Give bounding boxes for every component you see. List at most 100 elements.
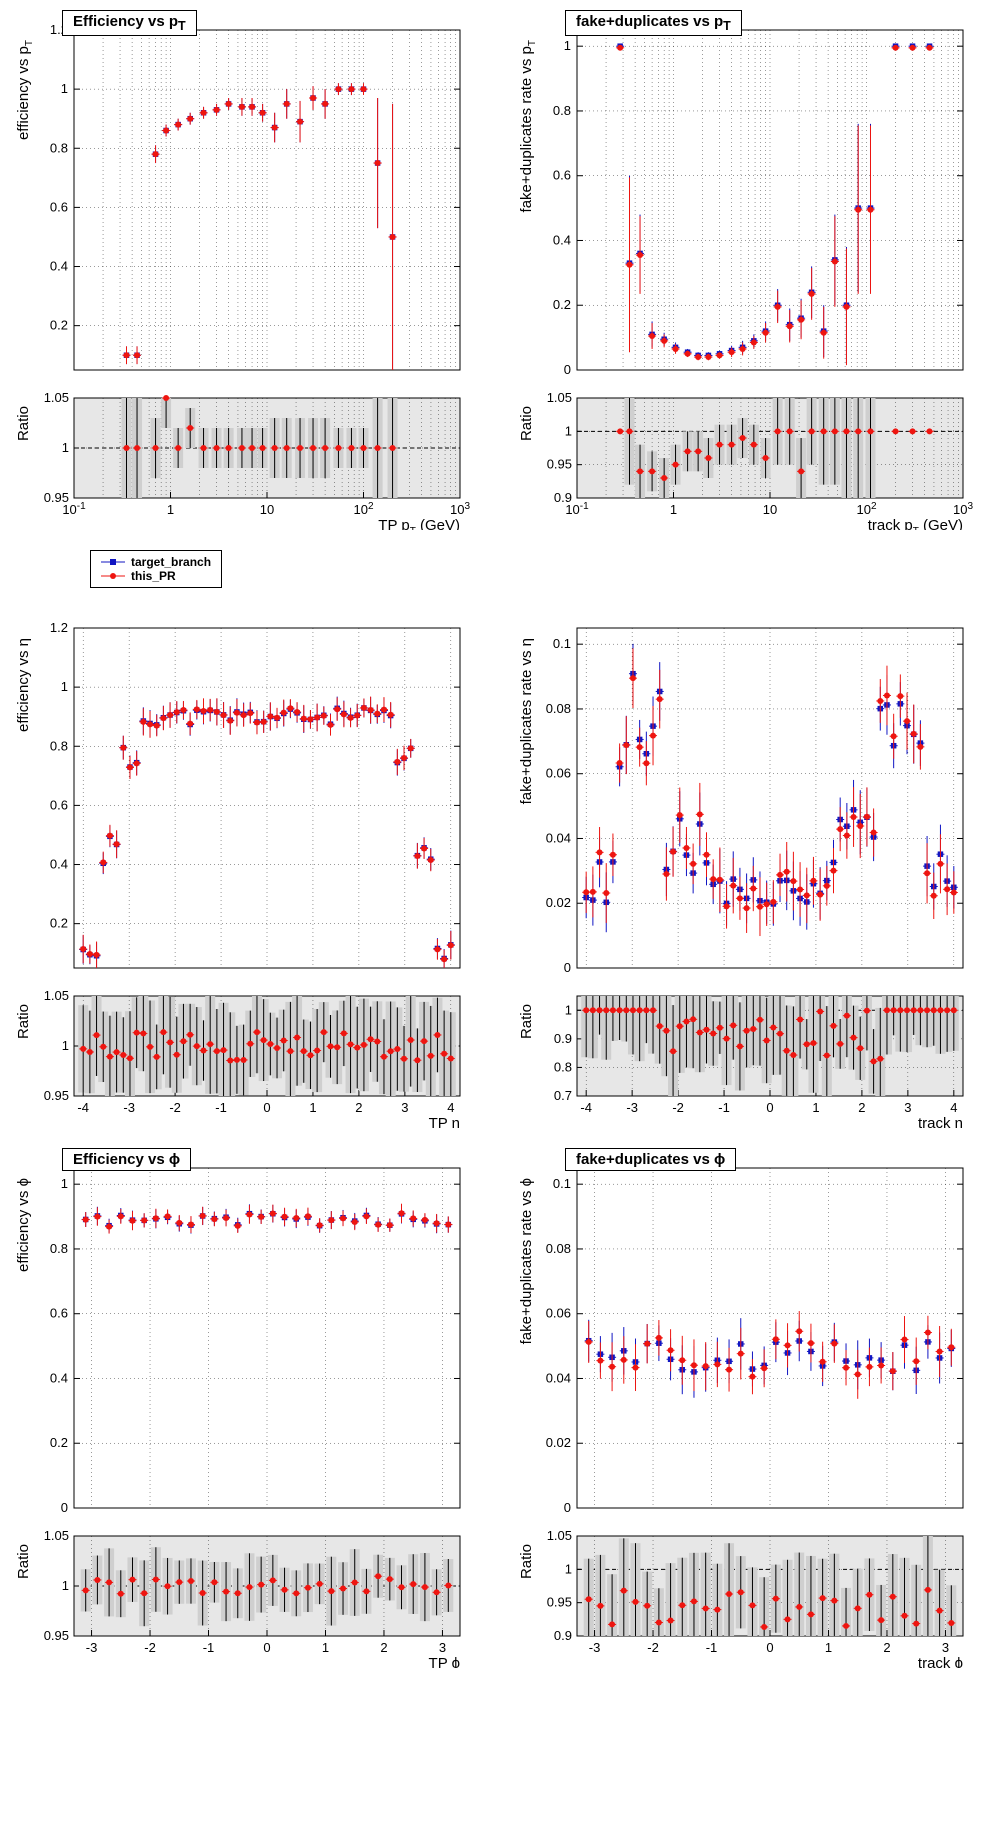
svg-text:0.8: 0.8 <box>50 1241 68 1256</box>
panel-eff_pt: Efficiency vs pT0.20.40.60.811.2efficien… <box>10 10 470 530</box>
svg-text:1: 1 <box>61 1176 68 1191</box>
svg-text:0.06: 0.06 <box>546 766 571 781</box>
svg-text:0.95: 0.95 <box>547 457 572 472</box>
panel-fake_phi: fake+duplicates vs ϕ00.020.040.060.080.1… <box>513 1148 973 1668</box>
svg-text:-1: -1 <box>706 1640 718 1655</box>
ratio-plot: 0.9511.05Ratio-4-3-2-101234TP η <box>10 988 470 1128</box>
svg-text:1.2: 1.2 <box>50 620 68 635</box>
svg-text:-1: -1 <box>718 1100 730 1115</box>
svg-text:-2: -2 <box>169 1100 181 1115</box>
svg-text:-1: -1 <box>215 1100 227 1115</box>
ratio-plot: 0.9511.05Ratio10-1110102103TP pT (GeV) <box>10 390 470 530</box>
svg-text:0.8: 0.8 <box>50 738 68 753</box>
svg-text:1: 1 <box>565 1561 572 1576</box>
svg-text:0.8: 0.8 <box>554 1059 572 1074</box>
svg-text:1.05: 1.05 <box>547 1528 572 1543</box>
svg-text:1: 1 <box>670 502 677 517</box>
svg-text:1: 1 <box>61 679 68 694</box>
svg-text:0.8: 0.8 <box>50 140 68 155</box>
svg-text:-2: -2 <box>144 1640 156 1655</box>
panel-title: Efficiency vs ϕ <box>62 1148 191 1171</box>
svg-text:3: 3 <box>904 1100 911 1115</box>
svg-text:track η: track η <box>918 1115 963 1128</box>
svg-text:10-1: 10-1 <box>62 501 86 517</box>
svg-text:1: 1 <box>565 1002 572 1017</box>
svg-text:0.06: 0.06 <box>546 1306 571 1321</box>
svg-text:0.2: 0.2 <box>553 297 571 312</box>
svg-text:fake+duplicates rate vs pT: fake+duplicates rate vs pT <box>518 40 538 212</box>
svg-text:0: 0 <box>263 1100 270 1115</box>
svg-text:Ratio: Ratio <box>518 1004 535 1039</box>
svg-text:4: 4 <box>950 1100 957 1115</box>
svg-text:3: 3 <box>401 1100 408 1115</box>
svg-text:1: 1 <box>564 38 571 53</box>
svg-text:0: 0 <box>263 1640 270 1655</box>
svg-text:0.1: 0.1 <box>553 1176 571 1191</box>
svg-text:0: 0 <box>564 960 571 975</box>
svg-text:1.05: 1.05 <box>44 988 69 1003</box>
svg-text:Ratio: Ratio <box>15 406 32 441</box>
legend-item: target_branch <box>101 555 211 569</box>
svg-text:102: 102 <box>353 501 373 517</box>
svg-text:0.1: 0.1 <box>553 636 571 651</box>
svg-text:efficiency vs η: efficiency vs η <box>15 638 32 732</box>
panel-fake_eta: 0 0.02 0.04 0.06 0.08 0.1 fake+duplicates rate… <box>513 608 973 1128</box>
svg-text:2: 2 <box>883 1640 890 1655</box>
svg-text:0.08: 0.08 <box>546 1241 571 1256</box>
ratio-plot: 0.90.9511.05Ratio10-1110102103track pT (… <box>513 390 973 530</box>
svg-text:0.8: 0.8 <box>553 103 571 118</box>
svg-text:0: 0 <box>766 1640 773 1655</box>
svg-text:0.04: 0.04 <box>546 830 571 845</box>
svg-text:0: 0 <box>61 1500 68 1515</box>
main-plot: 00.020.040.060.080.1fake+duplicates rate… <box>513 1148 973 1528</box>
svg-text:0.4: 0.4 <box>50 259 68 274</box>
svg-text:Ratio: Ratio <box>15 1004 32 1039</box>
main-plot: 0.20.40.60.811.2efficiency vs pT <box>10 10 470 390</box>
svg-text:-3: -3 <box>626 1100 638 1115</box>
svg-text:-2: -2 <box>647 1640 659 1655</box>
svg-text:103: 103 <box>450 501 470 517</box>
svg-text:-4: -4 <box>77 1100 89 1115</box>
svg-text:0.6: 0.6 <box>553 168 571 183</box>
legend-item: this_PR <box>101 569 211 583</box>
svg-text:fake+duplicates rate vs η: fake+duplicates rate vs η <box>518 638 535 804</box>
main-plot: 00.20.40.60.81efficiency vs ϕ <box>10 1148 470 1528</box>
svg-text:0.9: 0.9 <box>554 1031 572 1046</box>
svg-text:efficiency vs ϕ: efficiency vs ϕ <box>15 1178 32 1272</box>
svg-text:fake+duplicates rate vs ϕ: fake+duplicates rate vs ϕ <box>518 1178 535 1344</box>
panel-eff_phi: Efficiency vs ϕ00.20.40.60.81efficiency … <box>10 1148 470 1668</box>
svg-text:Ratio: Ratio <box>518 1544 535 1579</box>
svg-text:10: 10 <box>260 502 274 517</box>
svg-text:-2: -2 <box>672 1100 684 1115</box>
svg-text:1: 1 <box>565 423 572 438</box>
svg-text:0.6: 0.6 <box>50 1306 68 1321</box>
panel-title: fake+duplicates vs pT <box>565 10 742 36</box>
svg-text:TP pT (GeV): TP pT (GeV) <box>378 517 460 530</box>
panel-fake_pt: fake+duplicates vs pT00.20.40.60.81fake+… <box>513 10 973 530</box>
svg-text:3: 3 <box>942 1640 949 1655</box>
svg-text:1: 1 <box>61 81 68 96</box>
svg-text:0.2: 0.2 <box>50 916 68 931</box>
svg-text:2: 2 <box>380 1640 387 1655</box>
svg-text:efficiency vs pT: efficiency vs pT <box>15 40 35 140</box>
legend-label: target_branch <box>131 555 211 569</box>
ratio-plot: 0.9511.05Ratio-3-2-10123TP ϕ <box>10 1528 470 1668</box>
svg-text:102: 102 <box>856 501 876 517</box>
svg-text:0.2: 0.2 <box>50 318 68 333</box>
svg-text:0.95: 0.95 <box>44 1088 69 1103</box>
svg-text:0.02: 0.02 <box>546 895 571 910</box>
svg-text:1: 1 <box>825 1640 832 1655</box>
main-plot: 00.20.40.60.81fake+duplicates rate vs pT <box>513 10 973 390</box>
svg-text:Ratio: Ratio <box>518 406 535 441</box>
svg-text:1: 1 <box>62 1038 69 1053</box>
main-plot: 0.20.40.60.811.2efficiency vs η <box>10 608 470 988</box>
svg-text:0.6: 0.6 <box>50 797 68 812</box>
svg-text:1.05: 1.05 <box>547 390 572 405</box>
svg-text:0.95: 0.95 <box>547 1595 572 1610</box>
svg-text:-3: -3 <box>589 1640 601 1655</box>
svg-text:-4: -4 <box>580 1100 592 1115</box>
svg-text:0.4: 0.4 <box>553 232 571 247</box>
svg-text:0.95: 0.95 <box>44 1628 69 1643</box>
svg-text:0.08: 0.08 <box>546 701 571 716</box>
svg-text:0.9: 0.9 <box>554 1628 572 1643</box>
